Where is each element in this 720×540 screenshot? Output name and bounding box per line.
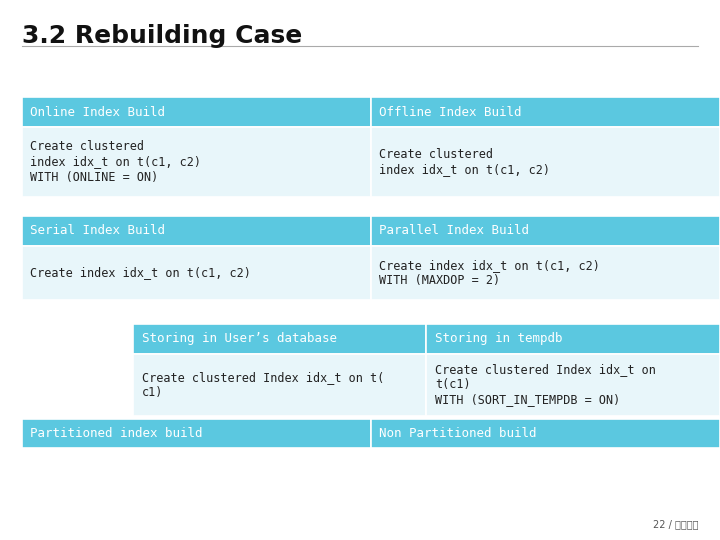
Text: Parallel Index Build: Parallel Index Build (379, 224, 529, 238)
FancyBboxPatch shape (22, 418, 371, 448)
Text: 22 / 주디스파: 22 / 주디스파 (653, 519, 698, 529)
Text: Create clustered Index idx_t on t(
c1): Create clustered Index idx_t on t( c1) (142, 371, 384, 399)
Text: Offline Index Build: Offline Index Build (379, 105, 522, 119)
Text: Non Partitioned build: Non Partitioned build (379, 427, 537, 440)
Text: Online Index Build: Online Index Build (30, 105, 165, 119)
FancyBboxPatch shape (426, 324, 720, 354)
Text: Serial Index Build: Serial Index Build (30, 224, 165, 238)
FancyBboxPatch shape (22, 246, 371, 300)
FancyBboxPatch shape (22, 216, 371, 246)
FancyBboxPatch shape (133, 324, 426, 354)
Text: Storing in User’s database: Storing in User’s database (142, 332, 337, 346)
FancyBboxPatch shape (371, 127, 720, 197)
Text: Create clustered
index idx_t on t(c1, c2)
WITH (ONLINE = ON): Create clustered index idx_t on t(c1, c2… (30, 140, 201, 184)
FancyBboxPatch shape (22, 97, 371, 127)
Text: Storing in tempdb: Storing in tempdb (435, 332, 562, 346)
FancyBboxPatch shape (22, 127, 371, 197)
FancyBboxPatch shape (371, 418, 720, 448)
Text: Create clustered
index idx_t on t(c1, c2): Create clustered index idx_t on t(c1, c2… (379, 148, 550, 176)
Text: Create index idx_t on t(c1, c2): Create index idx_t on t(c1, c2) (30, 266, 251, 279)
FancyBboxPatch shape (133, 354, 426, 416)
Text: 3.2 Rebuilding Case: 3.2 Rebuilding Case (22, 24, 302, 48)
FancyBboxPatch shape (426, 354, 720, 416)
Text: Create index idx_t on t(c1, c2)
WITH (MAXDOP = 2): Create index idx_t on t(c1, c2) WITH (MA… (379, 259, 600, 287)
Text: Create clustered Index idx_t on
t(c1)
WITH (SORT_IN_TEMPDB = ON): Create clustered Index idx_t on t(c1) WI… (435, 363, 656, 406)
FancyBboxPatch shape (371, 216, 720, 246)
Text: Partitioned index build: Partitioned index build (30, 427, 203, 440)
FancyBboxPatch shape (371, 97, 720, 127)
FancyBboxPatch shape (371, 246, 720, 300)
